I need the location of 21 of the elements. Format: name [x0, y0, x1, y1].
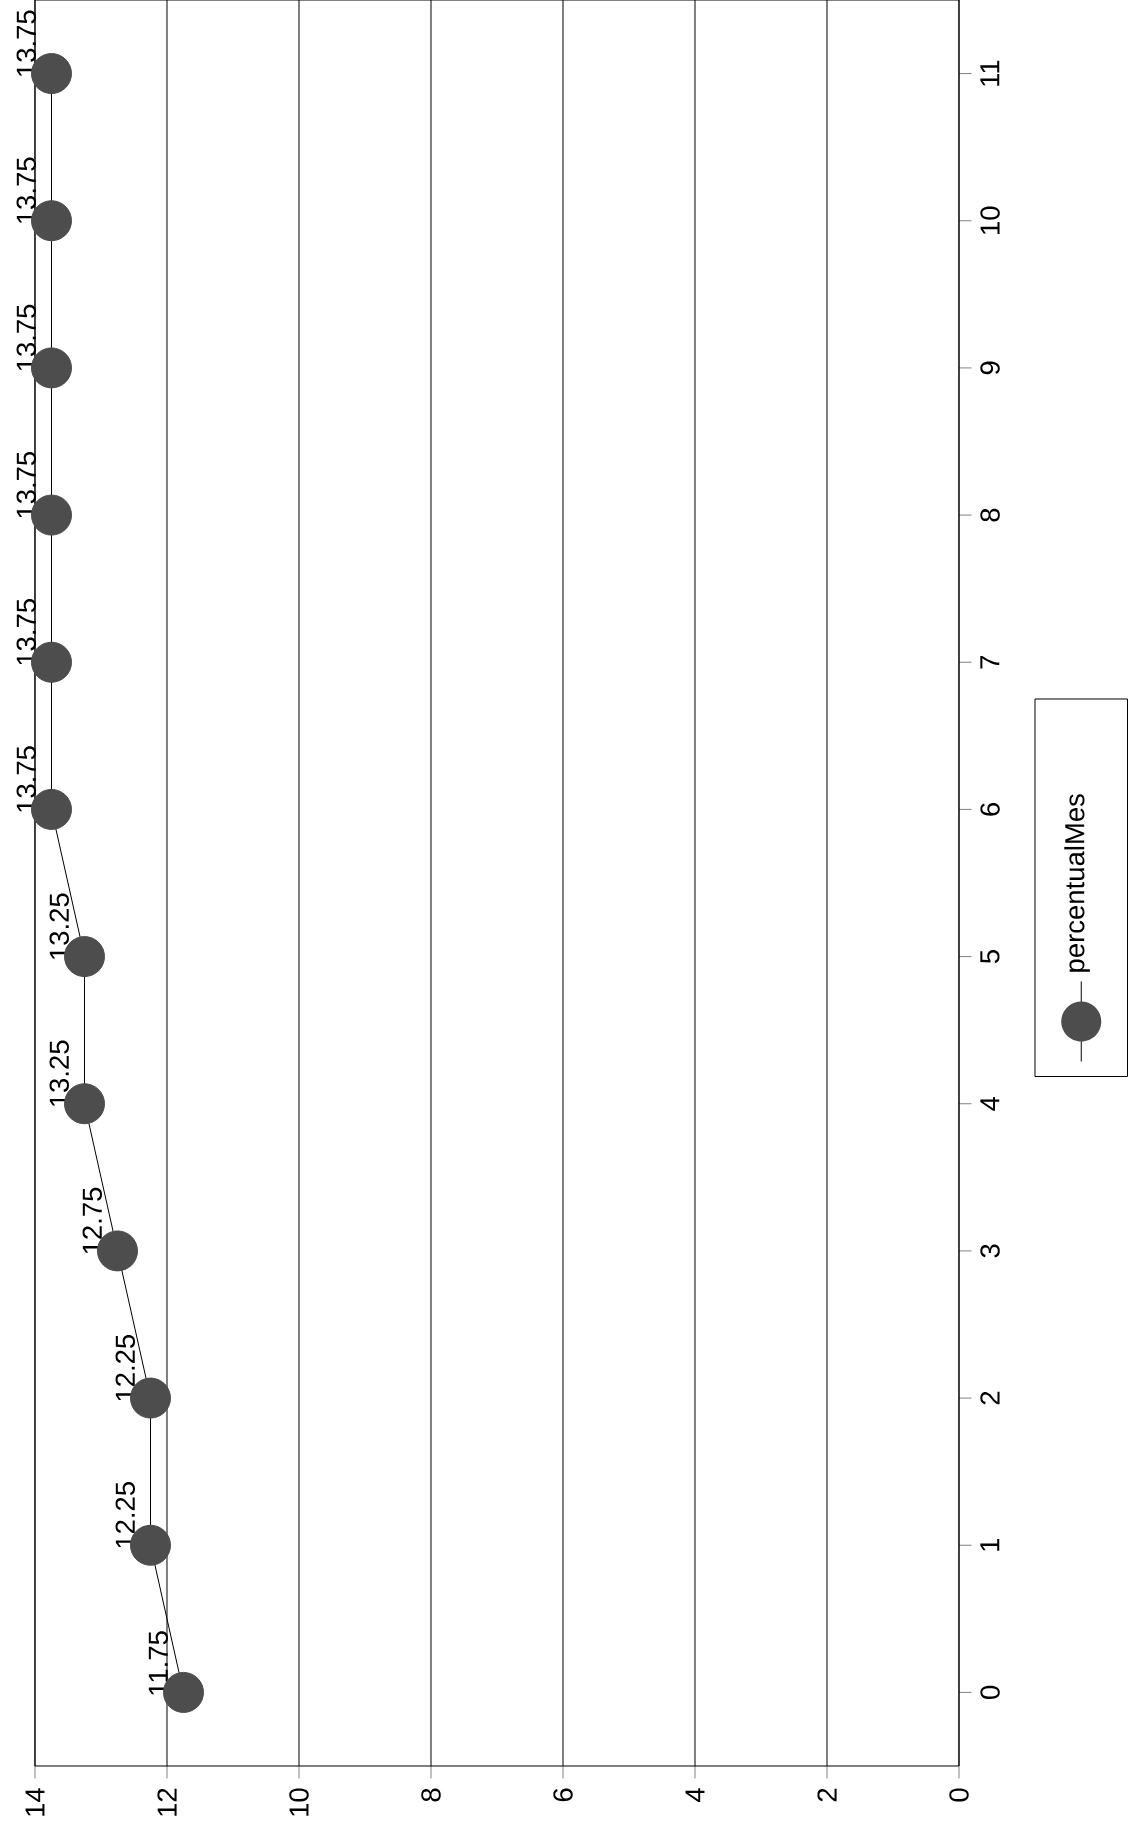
y-tick-label: 2 [980, 1391, 1000, 1405]
y-tick-label: 9 [980, 361, 1000, 375]
y-tick-label: 11 [980, 60, 1000, 86]
x-tick-label: 12 [157, 1788, 177, 1816]
y-tick-label: 3 [980, 1244, 1000, 1258]
y-tick-label: 1 [980, 1538, 1000, 1551]
x-tick-label: 0 [949, 1788, 969, 1802]
x-tick-label: 10 [289, 1788, 309, 1816]
x-tick-label: 2 [817, 1788, 837, 1802]
text: percentualMes [1064, 794, 1090, 972]
y-tick-label: 10 [980, 206, 1000, 234]
y-tick-label: 7 [980, 655, 1000, 669]
y-tick-label: 8 [980, 508, 1000, 522]
y-tick-label: 6 [980, 802, 1000, 816]
y-tick-label: 0 [980, 1685, 1000, 1699]
y-tick-label: 4 [980, 1096, 1000, 1111]
y-tick-label: 5 [980, 950, 1000, 964]
x-tick-label: 6 [553, 1788, 573, 1802]
x-tick-label: 4 [685, 1788, 705, 1802]
x-tick-label: 8 [421, 1788, 441, 1802]
x-tick-label: 14 [25, 1788, 45, 1816]
